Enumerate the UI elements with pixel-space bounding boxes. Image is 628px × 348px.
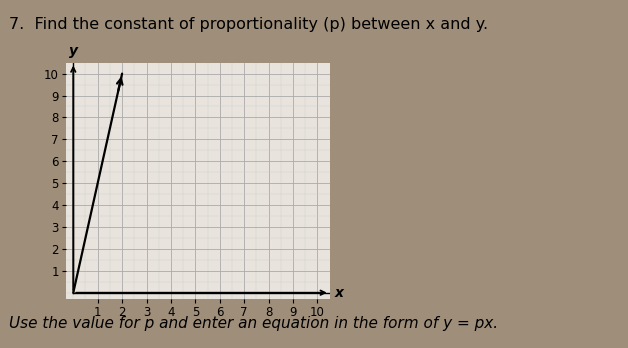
Text: Use the value for p and enter an equation in the form of y = px.: Use the value for p and enter an equatio… — [9, 316, 499, 331]
Text: x: x — [335, 286, 344, 300]
Text: y: y — [69, 44, 78, 58]
Text: 7.  Find the constant of proportionality (p) between x and y.: 7. Find the constant of proportionality … — [9, 17, 489, 32]
